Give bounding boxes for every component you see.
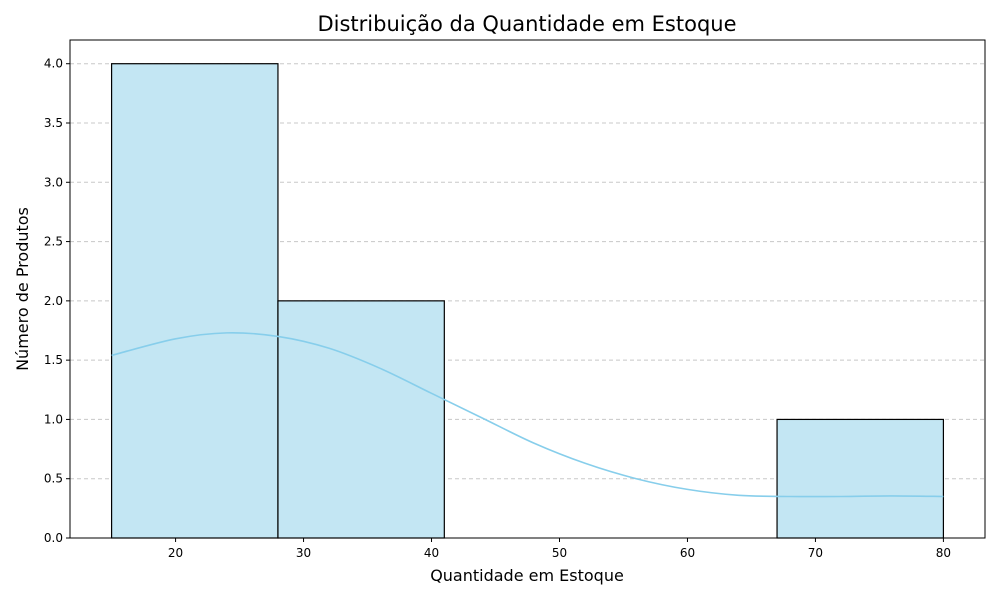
x-tick-label: 50 <box>552 546 567 560</box>
y-tick-label: 3.0 <box>44 175 63 189</box>
x-tick-label: 40 <box>424 546 439 560</box>
y-tick-label: 4.0 <box>44 57 63 71</box>
y-tick-label: 1.5 <box>44 353 63 367</box>
kde-curve <box>111 332 944 498</box>
y-tick-label: 0.5 <box>44 472 63 486</box>
chart-title: Distribuição da Quantidade em Estoque <box>317 12 736 36</box>
y-axis-label: Número de Produtos <box>13 207 32 371</box>
histogram-bar <box>776 418 945 539</box>
kde-line <box>111 332 944 498</box>
histogram-bar <box>110 63 279 539</box>
x-ticks: 20 30 40 50 60 70 80 <box>168 538 951 560</box>
histogram-bars <box>110 63 945 539</box>
y-tick-label: 0.0 <box>44 531 63 545</box>
y-tick-label: 3.5 <box>44 116 63 130</box>
x-axis-label: Quantidade em Estoque <box>430 566 624 585</box>
x-tick-label: 20 <box>168 546 183 560</box>
x-tick-label: 60 <box>680 546 695 560</box>
x-tick-label: 80 <box>936 546 951 560</box>
y-tick-label: 2.0 <box>44 294 63 308</box>
y-ticks: 0.0 0.5 1.0 1.5 2.0 2.5 3.0 3.5 4.0 <box>44 57 70 545</box>
y-tick-label: 1.0 <box>44 412 63 426</box>
y-tick-label: 2.5 <box>44 235 63 249</box>
plot-frame <box>69 39 986 539</box>
x-tick-label: 70 <box>808 546 823 560</box>
x-tick-label: 30 <box>296 546 311 560</box>
axes <box>69 39 986 539</box>
histogram-bar <box>277 300 445 539</box>
